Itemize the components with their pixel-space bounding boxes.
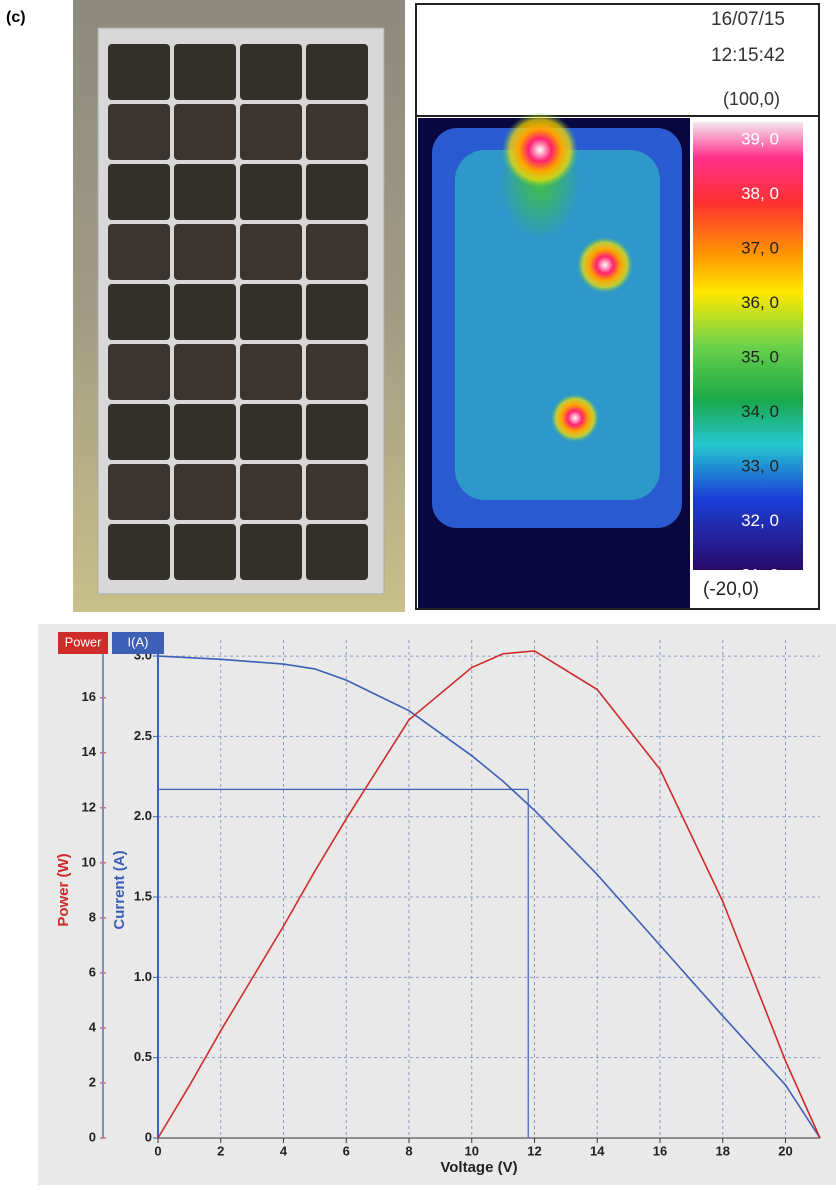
y2-tick-label: 2 bbox=[89, 1074, 96, 1089]
y2-tick-label: 6 bbox=[89, 964, 96, 979]
x-tick-label: 2 bbox=[217, 1143, 224, 1158]
x-tick-label: 16 bbox=[653, 1143, 667, 1158]
scale-label: 36, 0 bbox=[741, 293, 779, 312]
solar-cell bbox=[306, 344, 368, 400]
date: 16/07/15 bbox=[711, 9, 785, 30]
solar-cell bbox=[174, 104, 236, 160]
time: 12:15:42 bbox=[711, 45, 785, 66]
panel-photo bbox=[73, 0, 405, 612]
legend-label: I(A) bbox=[128, 634, 149, 649]
solar-cell bbox=[240, 224, 302, 280]
y2-tick-label: 4 bbox=[89, 1019, 97, 1034]
solar-cell bbox=[174, 44, 236, 100]
solar-cell bbox=[240, 104, 302, 160]
x-axis-label: Voltage (V) bbox=[440, 1159, 517, 1176]
solar-cell bbox=[108, 524, 170, 580]
chart: 0 2 4 6 8 10 12 14 16 18 2000.51.01.52.02.53.00246… bbox=[55, 632, 821, 1176]
x-tick-label: 4 bbox=[280, 1143, 288, 1158]
x-tick-label: 12 bbox=[527, 1143, 541, 1158]
solar-cell bbox=[174, 404, 236, 460]
y-tick-label: 0 bbox=[145, 1129, 152, 1144]
hotspot bbox=[551, 394, 599, 442]
thermal-panel: 16/07/15 12:15:42 (100,0) 39, 0 38, 0 37, … bbox=[415, 3, 820, 610]
solar-cell bbox=[174, 524, 236, 580]
scale-label: 31, 0 bbox=[741, 565, 779, 584]
y2-axis-label: Power (W) bbox=[55, 853, 72, 926]
x-tick-label: 8 bbox=[405, 1143, 412, 1158]
scale-label: 37, 0 bbox=[741, 238, 779, 257]
legend-label: Power bbox=[65, 634, 103, 649]
scale-label: 39, 0 bbox=[741, 129, 779, 148]
y2-tick-label: 14 bbox=[82, 744, 97, 759]
y-tick-label: 2.5 bbox=[134, 728, 152, 743]
y-axis-label: Current (A) bbox=[111, 850, 128, 929]
x-tick-label: 6 bbox=[343, 1143, 350, 1158]
solar-cell bbox=[306, 224, 368, 280]
y2-tick-label: 12 bbox=[82, 799, 96, 814]
x-tick-label: 20 bbox=[778, 1143, 792, 1158]
panel-label: (c) bbox=[6, 9, 26, 26]
solar-cell bbox=[174, 284, 236, 340]
solar-cell bbox=[174, 344, 236, 400]
solar-cell bbox=[306, 284, 368, 340]
solar-cell bbox=[240, 44, 302, 100]
x-tick-label: 0 bbox=[154, 1143, 161, 1158]
solar-cell bbox=[240, 404, 302, 460]
y2-tick-label: 8 bbox=[89, 909, 96, 924]
solar-cell bbox=[108, 104, 170, 160]
solar-cell bbox=[306, 524, 368, 580]
solar-cell bbox=[306, 44, 368, 100]
range-max: (100,0) bbox=[723, 89, 780, 109]
colorbar bbox=[693, 122, 803, 570]
range-min: (-20,0) bbox=[703, 579, 759, 600]
solar-cell bbox=[306, 104, 368, 160]
y2-tick-label: 16 bbox=[82, 689, 96, 704]
y-tick-label: 1.0 bbox=[134, 969, 152, 984]
y-tick-label: 1.5 bbox=[134, 888, 152, 903]
solar-cell bbox=[240, 284, 302, 340]
solar-cell bbox=[240, 524, 302, 580]
solar-cell bbox=[108, 44, 170, 100]
solar-cell bbox=[108, 224, 170, 280]
y2-tick-label: 0 bbox=[89, 1129, 96, 1144]
legend-swatch bbox=[58, 632, 108, 654]
x-tick-label: 10 bbox=[465, 1143, 479, 1158]
scale-label: 34, 0 bbox=[741, 402, 779, 421]
scale-label: 38, 0 bbox=[741, 184, 779, 203]
solar-cell bbox=[306, 464, 368, 520]
y2-tick-label: 10 bbox=[82, 854, 96, 869]
solar-cell bbox=[108, 344, 170, 400]
solar-cell bbox=[306, 164, 368, 220]
solar-cell bbox=[108, 284, 170, 340]
y-tick-label: 2.0 bbox=[134, 808, 152, 823]
series-line bbox=[157, 655, 821, 1139]
solar-cell bbox=[108, 464, 170, 520]
hotspot bbox=[502, 112, 578, 188]
scale-label: 33, 0 bbox=[741, 456, 779, 475]
solar-cell bbox=[108, 404, 170, 460]
solar-cell bbox=[174, 464, 236, 520]
x-tick-label: 18 bbox=[716, 1143, 730, 1158]
chart-background bbox=[38, 624, 836, 1185]
solar-cell bbox=[240, 164, 302, 220]
solar-cell bbox=[240, 344, 302, 400]
solar-cell bbox=[108, 164, 170, 220]
solar-cell bbox=[240, 464, 302, 520]
hotspot bbox=[577, 237, 633, 293]
y-tick-label: 0.5 bbox=[134, 1049, 152, 1064]
solar-cell bbox=[306, 404, 368, 460]
scale-label: 32, 0 bbox=[741, 511, 779, 530]
solar-cell bbox=[174, 224, 236, 280]
solar-cell bbox=[174, 164, 236, 220]
legend-swatch bbox=[112, 632, 164, 654]
scale-label: 35, 0 bbox=[741, 347, 779, 366]
series-line bbox=[157, 650, 821, 1139]
x-tick-label: 14 bbox=[590, 1143, 605, 1158]
